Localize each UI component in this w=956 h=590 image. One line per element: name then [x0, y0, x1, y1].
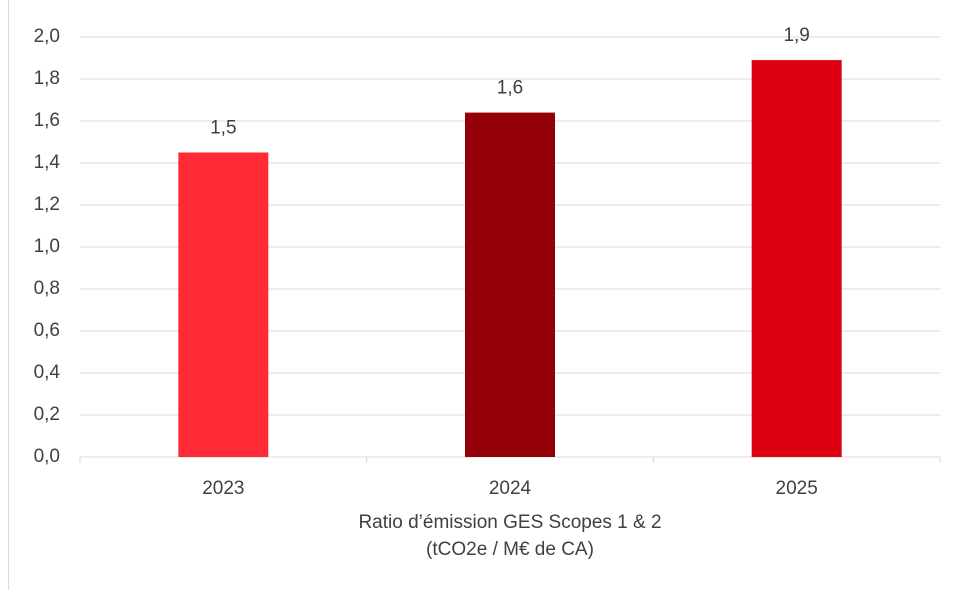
- y-tick-label: 1,6: [34, 110, 60, 131]
- y-tick-label: 1,0: [34, 236, 60, 257]
- bar: [178, 152, 269, 457]
- y-tick-label: 1,4: [34, 152, 61, 173]
- y-tick-label: 1,2: [34, 194, 60, 215]
- y-tick-label: 0,6: [34, 320, 60, 341]
- x-tick-label: 2025: [776, 478, 818, 499]
- value-label: 1,9: [783, 25, 809, 46]
- chart-border: [8, 0, 9, 590]
- y-tick-label: 0,8: [34, 278, 60, 299]
- x-axis-title: Ratio d’émission GES Scopes 1 & 2: [358, 512, 661, 533]
- y-tick-label: 0,4: [34, 362, 61, 383]
- y-tick-label: 2,0: [34, 26, 60, 47]
- value-label: 1,6: [497, 78, 523, 99]
- x-tick-label: 2023: [202, 478, 244, 499]
- value-label: 1,5: [210, 118, 236, 139]
- x-tick-label: 2024: [489, 478, 532, 499]
- x-axis-title: (tCO2e / M€ de CA): [426, 539, 594, 560]
- y-tick-label: 1,8: [34, 68, 60, 89]
- y-tick-label: 0,0: [34, 446, 60, 467]
- y-tick-label: 0,2: [34, 404, 60, 425]
- bar: [751, 60, 842, 457]
- bar: [465, 112, 555, 457]
